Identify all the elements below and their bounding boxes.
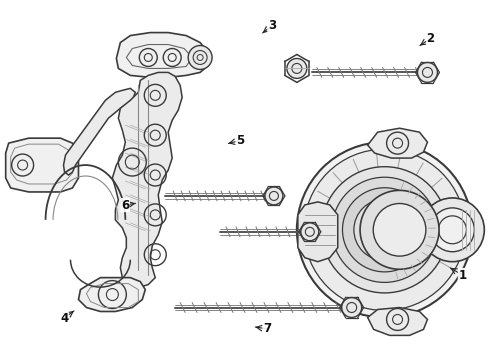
Circle shape — [342, 298, 362, 318]
Polygon shape — [298, 202, 338, 262]
Circle shape — [321, 167, 448, 293]
Circle shape — [420, 198, 484, 262]
Circle shape — [265, 187, 283, 205]
Circle shape — [188, 45, 212, 69]
Circle shape — [354, 199, 416, 261]
Polygon shape — [78, 278, 145, 311]
Polygon shape — [368, 128, 427, 158]
Circle shape — [301, 223, 319, 241]
Polygon shape — [64, 88, 135, 175]
Text: 2: 2 — [427, 32, 435, 45]
Circle shape — [343, 188, 427, 272]
Text: 1: 1 — [458, 269, 466, 282]
Circle shape — [431, 208, 474, 252]
Circle shape — [287, 58, 307, 78]
Circle shape — [332, 177, 437, 282]
Circle shape — [373, 203, 426, 256]
Polygon shape — [6, 138, 78, 192]
Text: 3: 3 — [268, 19, 276, 32]
Text: 7: 7 — [263, 322, 271, 335]
Circle shape — [417, 62, 438, 82]
Text: 4: 4 — [60, 311, 68, 325]
Polygon shape — [112, 72, 182, 288]
Circle shape — [304, 149, 466, 310]
Circle shape — [360, 190, 439, 269]
Text: 6: 6 — [121, 199, 129, 212]
Text: 5: 5 — [236, 134, 244, 147]
Circle shape — [297, 142, 472, 318]
Polygon shape — [116, 32, 208, 77]
Polygon shape — [368, 307, 427, 336]
